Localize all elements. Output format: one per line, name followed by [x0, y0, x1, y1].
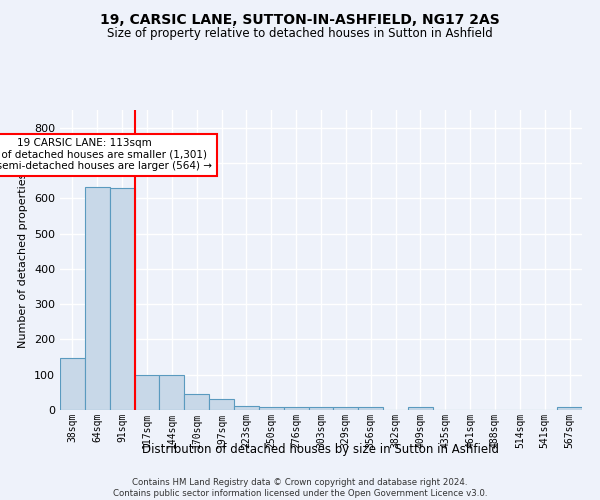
Text: Size of property relative to detached houses in Sutton in Ashfield: Size of property relative to detached ho… [107, 28, 493, 40]
Text: Contains HM Land Registry data © Crown copyright and database right 2024.
Contai: Contains HM Land Registry data © Crown c… [113, 478, 487, 498]
Bar [308, 407, 334, 410]
Bar [110, 188, 134, 410]
Bar [209, 400, 234, 410]
Bar [60, 358, 85, 410]
Bar [334, 407, 358, 410]
Bar [85, 187, 110, 410]
Bar [184, 394, 209, 410]
Text: 19 CARSIC LANE: 113sqm
← 69% of detached houses are smaller (1,301)
30% of semi-: 19 CARSIC LANE: 113sqm ← 69% of detached… [0, 138, 212, 172]
Text: Distribution of detached houses by size in Sutton in Ashfield: Distribution of detached houses by size … [143, 442, 499, 456]
Bar [234, 406, 259, 410]
Text: 19, CARSIC LANE, SUTTON-IN-ASHFIELD, NG17 2AS: 19, CARSIC LANE, SUTTON-IN-ASHFIELD, NG1… [100, 12, 500, 26]
Bar [557, 407, 582, 410]
Y-axis label: Number of detached properties: Number of detached properties [19, 172, 28, 348]
Bar [134, 374, 160, 410]
Bar [358, 407, 383, 410]
Bar [408, 407, 433, 410]
Bar [259, 407, 284, 410]
Bar [160, 374, 184, 410]
Bar [284, 407, 308, 410]
